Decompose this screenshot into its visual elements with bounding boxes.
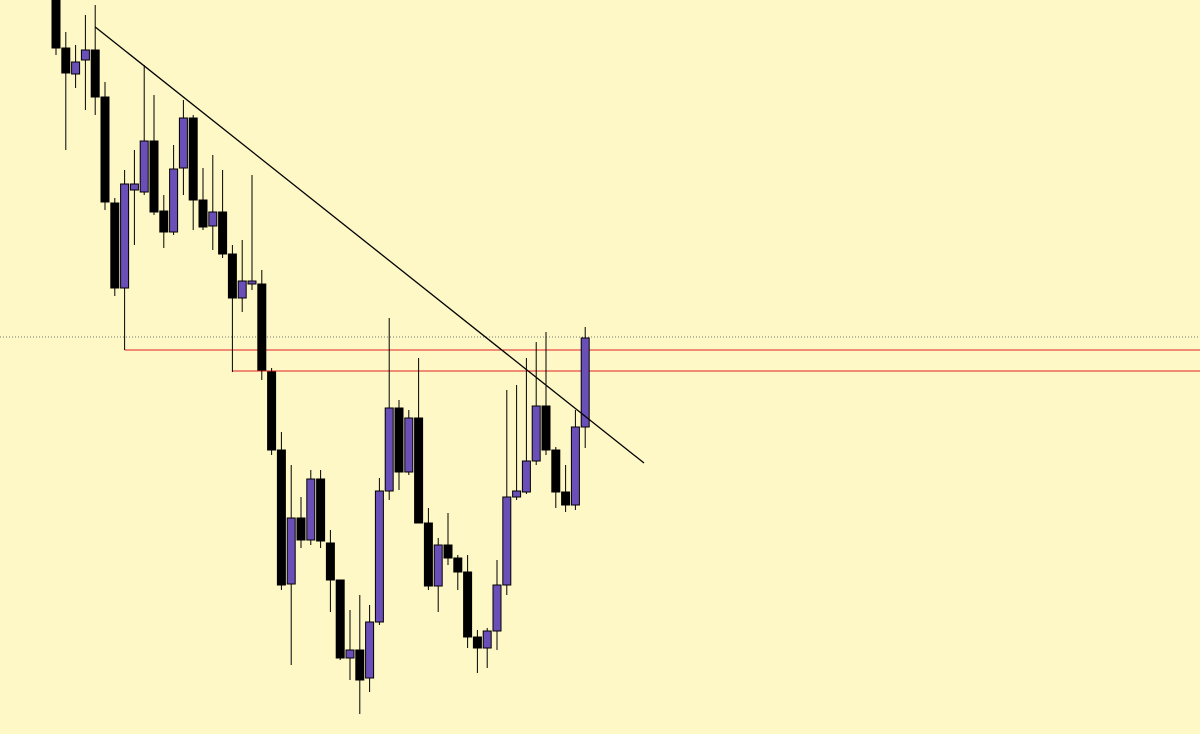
candle-body: [414, 417, 424, 524]
candle-body: [208, 211, 218, 227]
candle-body: [561, 491, 571, 506]
candle-body: [247, 280, 257, 285]
candle-body: [80, 49, 90, 61]
trendline: [94, 26, 645, 464]
candle-body: [374, 490, 384, 623]
candle-body: [541, 405, 551, 451]
candle-body: [188, 117, 198, 201]
candle-body: [316, 478, 326, 542]
candle-body: [71, 61, 81, 75]
candle-body: [90, 49, 100, 98]
candle-body: [286, 517, 296, 585]
candle-body: [492, 584, 502, 632]
candle-body: [453, 557, 463, 573]
candle-body: [169, 168, 179, 233]
candle-body: [512, 490, 522, 498]
candle-body: [325, 542, 335, 581]
candle-body: [198, 199, 208, 228]
candle-body: [521, 460, 531, 493]
candle-body: [296, 517, 306, 541]
candle-body: [463, 571, 473, 638]
candle-body: [551, 449, 561, 493]
candle-body: [149, 140, 159, 213]
candle-body: [120, 183, 130, 289]
candle-body: [472, 636, 482, 649]
candle-body: [51, 0, 61, 49]
candle-body: [570, 426, 580, 506]
candle-body: [355, 649, 365, 681]
candle-body: [384, 407, 394, 492]
candle-body: [423, 522, 433, 587]
candle-body: [531, 405, 541, 462]
candle-body: [257, 283, 267, 371]
candle-body: [139, 140, 149, 193]
candle-body: [159, 210, 169, 233]
candle-body: [218, 211, 228, 255]
candle-body: [227, 253, 237, 299]
candle-body: [345, 649, 355, 659]
candle-body: [110, 202, 120, 289]
candle-body: [433, 544, 443, 587]
candle-body: [335, 579, 345, 659]
candle-body: [580, 337, 590, 428]
candle-body: [276, 449, 286, 586]
candle-body: [502, 496, 512, 586]
candle-body: [365, 621, 375, 679]
candle-body: [443, 544, 453, 559]
candle-body: [482, 630, 492, 649]
candle-body: [100, 96, 110, 203]
candle-body: [404, 417, 414, 473]
candle-body: [129, 183, 139, 191]
candle-body: [394, 407, 404, 473]
candle-body: [61, 47, 71, 74]
candle-body: [306, 478, 316, 541]
candle-body: [178, 117, 188, 169]
candle-body: [267, 371, 277, 451]
candle-body: [237, 280, 247, 299]
